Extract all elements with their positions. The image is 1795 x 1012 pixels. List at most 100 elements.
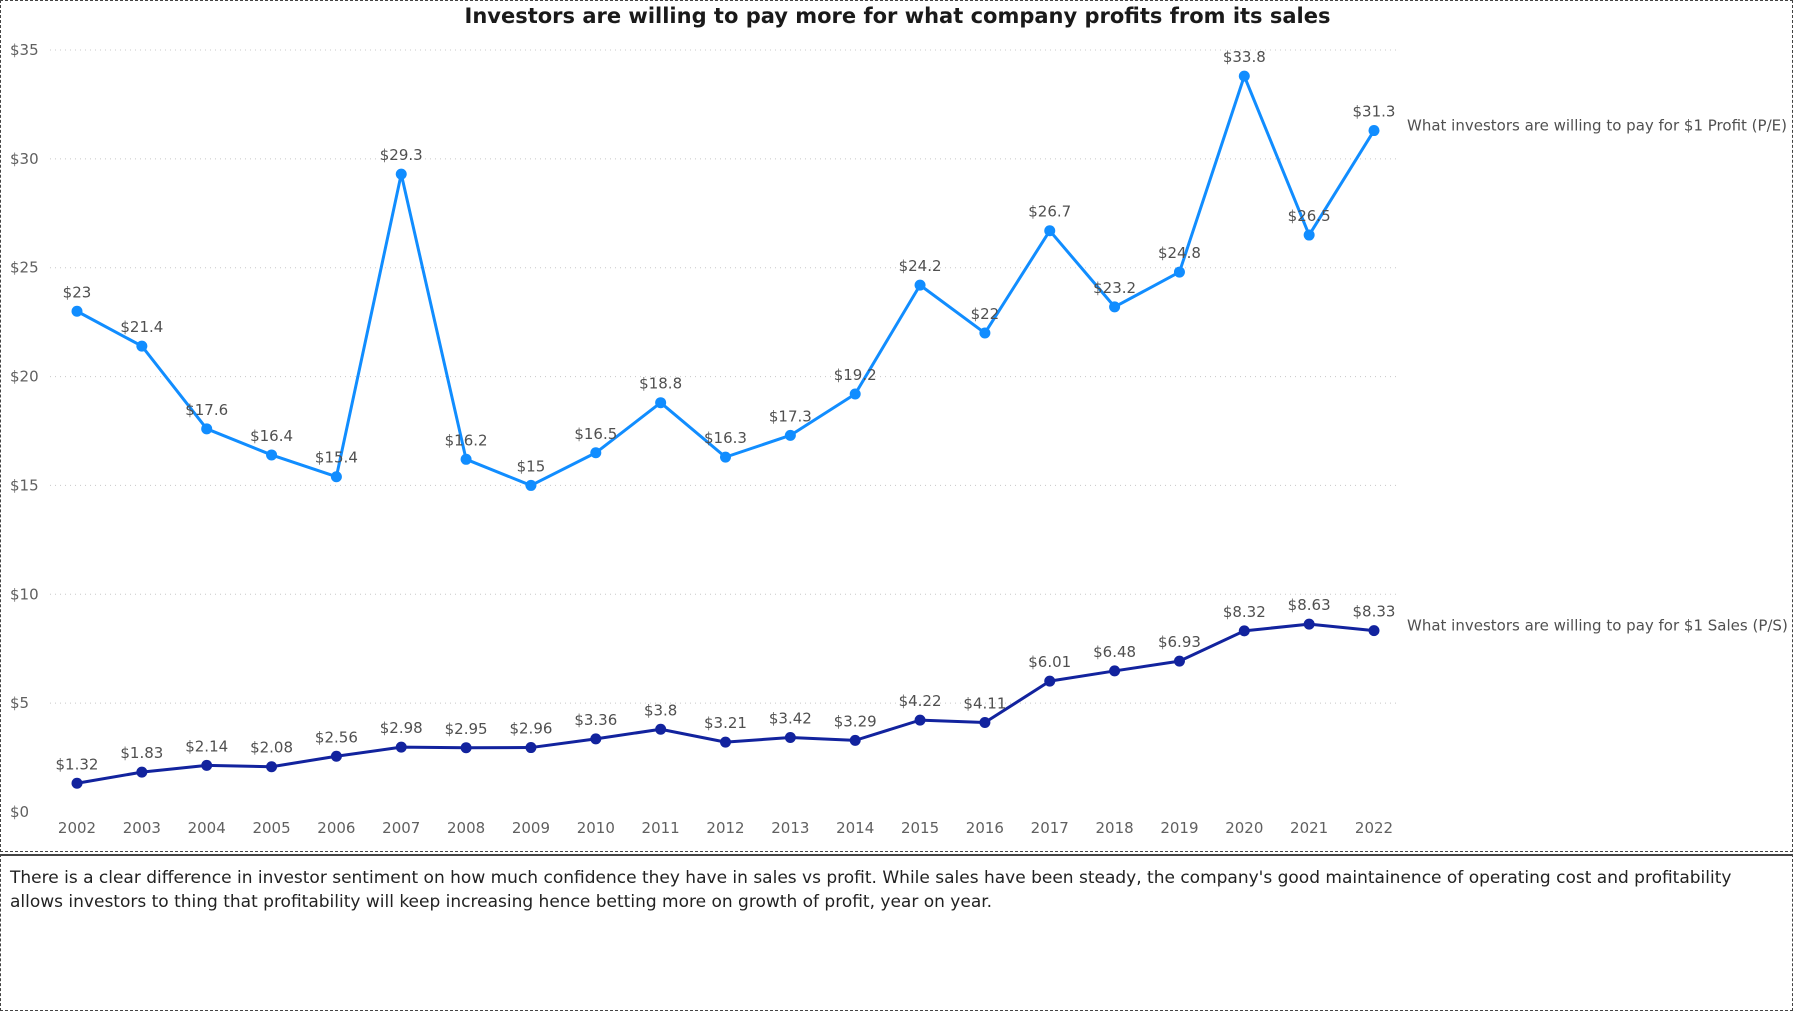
x-tick-label: 2015 — [901, 819, 939, 837]
series-line — [76, 74, 1376, 487]
x-tick-label: 2012 — [706, 819, 744, 837]
data-label: $2.56 — [315, 728, 358, 746]
data-point — [979, 717, 991, 729]
x-tick-label: 2011 — [642, 819, 680, 837]
data-label: $8.33 — [1353, 603, 1396, 621]
data-point — [201, 759, 213, 771]
y-tick-label: $15 — [10, 476, 39, 494]
data-label: $2.98 — [380, 719, 423, 737]
data-label: $3.21 — [704, 714, 747, 732]
data-label: $2.08 — [250, 739, 293, 757]
data-point — [784, 732, 796, 744]
data-point — [914, 279, 926, 291]
data-point — [71, 777, 83, 789]
data-point — [1303, 618, 1315, 630]
x-tick-label: 2018 — [1096, 819, 1134, 837]
data-label: $17.6 — [185, 401, 228, 419]
data-label: $6.93 — [1158, 633, 1201, 651]
data-label: $4.22 — [899, 692, 942, 710]
data-label: $3.8 — [644, 701, 677, 719]
chart-title: Investors are willing to pay more for wh… — [464, 4, 1331, 28]
data-label: $21.4 — [120, 318, 163, 336]
x-tick-label: 2002 — [58, 819, 96, 837]
data-label: $24.2 — [899, 257, 942, 275]
data-point — [590, 447, 602, 459]
data-label: $4.11 — [963, 695, 1006, 713]
data-label: $23 — [63, 283, 92, 301]
x-tick-label: 2017 — [1031, 819, 1069, 837]
data-label: $26.7 — [1028, 203, 1071, 221]
data-label: $23.2 — [1093, 279, 1136, 297]
x-tick-label: 2020 — [1225, 819, 1263, 837]
series-label: What investors are willing to pay for $1… — [1407, 117, 1787, 135]
data-point — [201, 423, 213, 435]
data-point — [266, 449, 278, 461]
data-point — [1044, 675, 1056, 687]
data-label: $18.8 — [639, 375, 682, 393]
data-point — [1173, 655, 1185, 667]
data-point — [1044, 225, 1056, 237]
line-chart: $0 $5 $10 $15 $20 $25 $30 $35 2002 2003 2004 2005 20… — [10, 41, 1788, 837]
x-tick-label: 2022 — [1355, 819, 1393, 837]
data-label: $2.96 — [509, 720, 552, 738]
commentary-text: There is a clear difference in investor … — [10, 868, 1732, 912]
data-label: $3.42 — [769, 710, 812, 728]
data-label: $22 — [971, 305, 1000, 323]
chart-panel — [0, 0, 1793, 852]
data-label: $6.48 — [1093, 643, 1136, 661]
data-label: $19.2 — [834, 366, 877, 384]
y-tick-label: $20 — [10, 368, 39, 386]
data-label: $16.4 — [250, 427, 293, 445]
x-tick-label: 2007 — [382, 819, 420, 837]
data-label: $2.95 — [445, 720, 488, 738]
x-tick-label: 2021 — [1290, 819, 1328, 837]
data-point — [460, 453, 472, 465]
data-point — [71, 305, 83, 317]
data-point — [1368, 625, 1380, 637]
data-point — [395, 168, 407, 180]
data-label: $8.63 — [1288, 596, 1331, 614]
data-point — [1368, 125, 1380, 137]
x-tick-label: 2014 — [836, 819, 874, 837]
x-tick-label: 2019 — [1160, 819, 1198, 837]
data-label: $1.32 — [56, 755, 99, 773]
data-label: $15.4 — [315, 449, 358, 467]
series-label: What investors are willing to pay for $1… — [1407, 617, 1788, 635]
data-label: $2.14 — [185, 737, 228, 755]
data-point — [849, 388, 861, 400]
data-label: $15 — [517, 457, 546, 475]
data-point — [266, 761, 278, 773]
data-point — [655, 397, 667, 409]
data-point — [784, 429, 796, 441]
x-tick-label: 2016 — [966, 819, 1004, 837]
data-point — [1109, 665, 1121, 677]
data-point — [136, 340, 148, 352]
data-label: $3.36 — [574, 711, 617, 729]
x-tick-label: 2004 — [188, 819, 226, 837]
x-tick-label: 2009 — [512, 819, 550, 837]
data-point — [330, 750, 342, 762]
data-label: $6.01 — [1028, 653, 1071, 671]
data-label: $16.5 — [574, 425, 617, 443]
data-label: $1.83 — [120, 744, 163, 762]
data-point — [1173, 266, 1185, 278]
data-label: $16.2 — [445, 431, 488, 449]
x-tick-label: 2006 — [317, 819, 355, 837]
data-point — [136, 766, 148, 778]
data-point — [330, 471, 342, 483]
data-point — [655, 723, 667, 735]
data-point — [395, 741, 407, 753]
y-tick-label: $10 — [10, 585, 39, 603]
data-point — [460, 742, 472, 754]
y-tick-label: $35 — [10, 41, 39, 59]
data-label: $16.3 — [704, 429, 747, 447]
data-label: $3.29 — [834, 712, 877, 730]
x-tick-label: 2003 — [123, 819, 161, 837]
x-tick-label: 2010 — [577, 819, 615, 837]
data-label: $17.3 — [769, 407, 812, 425]
data-point — [525, 742, 537, 754]
x-tick-label: 2008 — [447, 819, 485, 837]
data-label: $24.8 — [1158, 244, 1201, 262]
data-point — [1238, 70, 1250, 82]
data-point — [720, 451, 731, 463]
